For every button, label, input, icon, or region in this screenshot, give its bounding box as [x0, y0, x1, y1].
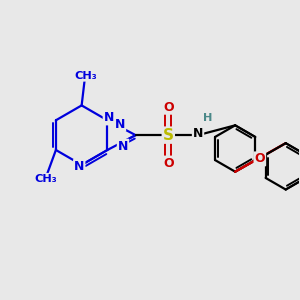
Text: O: O — [163, 157, 174, 169]
Text: N: N — [193, 127, 203, 140]
Text: N: N — [115, 118, 125, 130]
Text: CH₃: CH₃ — [34, 174, 57, 184]
Text: N: N — [74, 160, 84, 173]
Text: S: S — [163, 128, 174, 142]
Text: N: N — [118, 140, 128, 153]
Text: O: O — [254, 152, 265, 165]
Text: N: N — [104, 111, 114, 124]
Text: O: O — [163, 101, 174, 114]
Text: CH₃: CH₃ — [75, 71, 98, 81]
Text: H: H — [203, 113, 212, 123]
